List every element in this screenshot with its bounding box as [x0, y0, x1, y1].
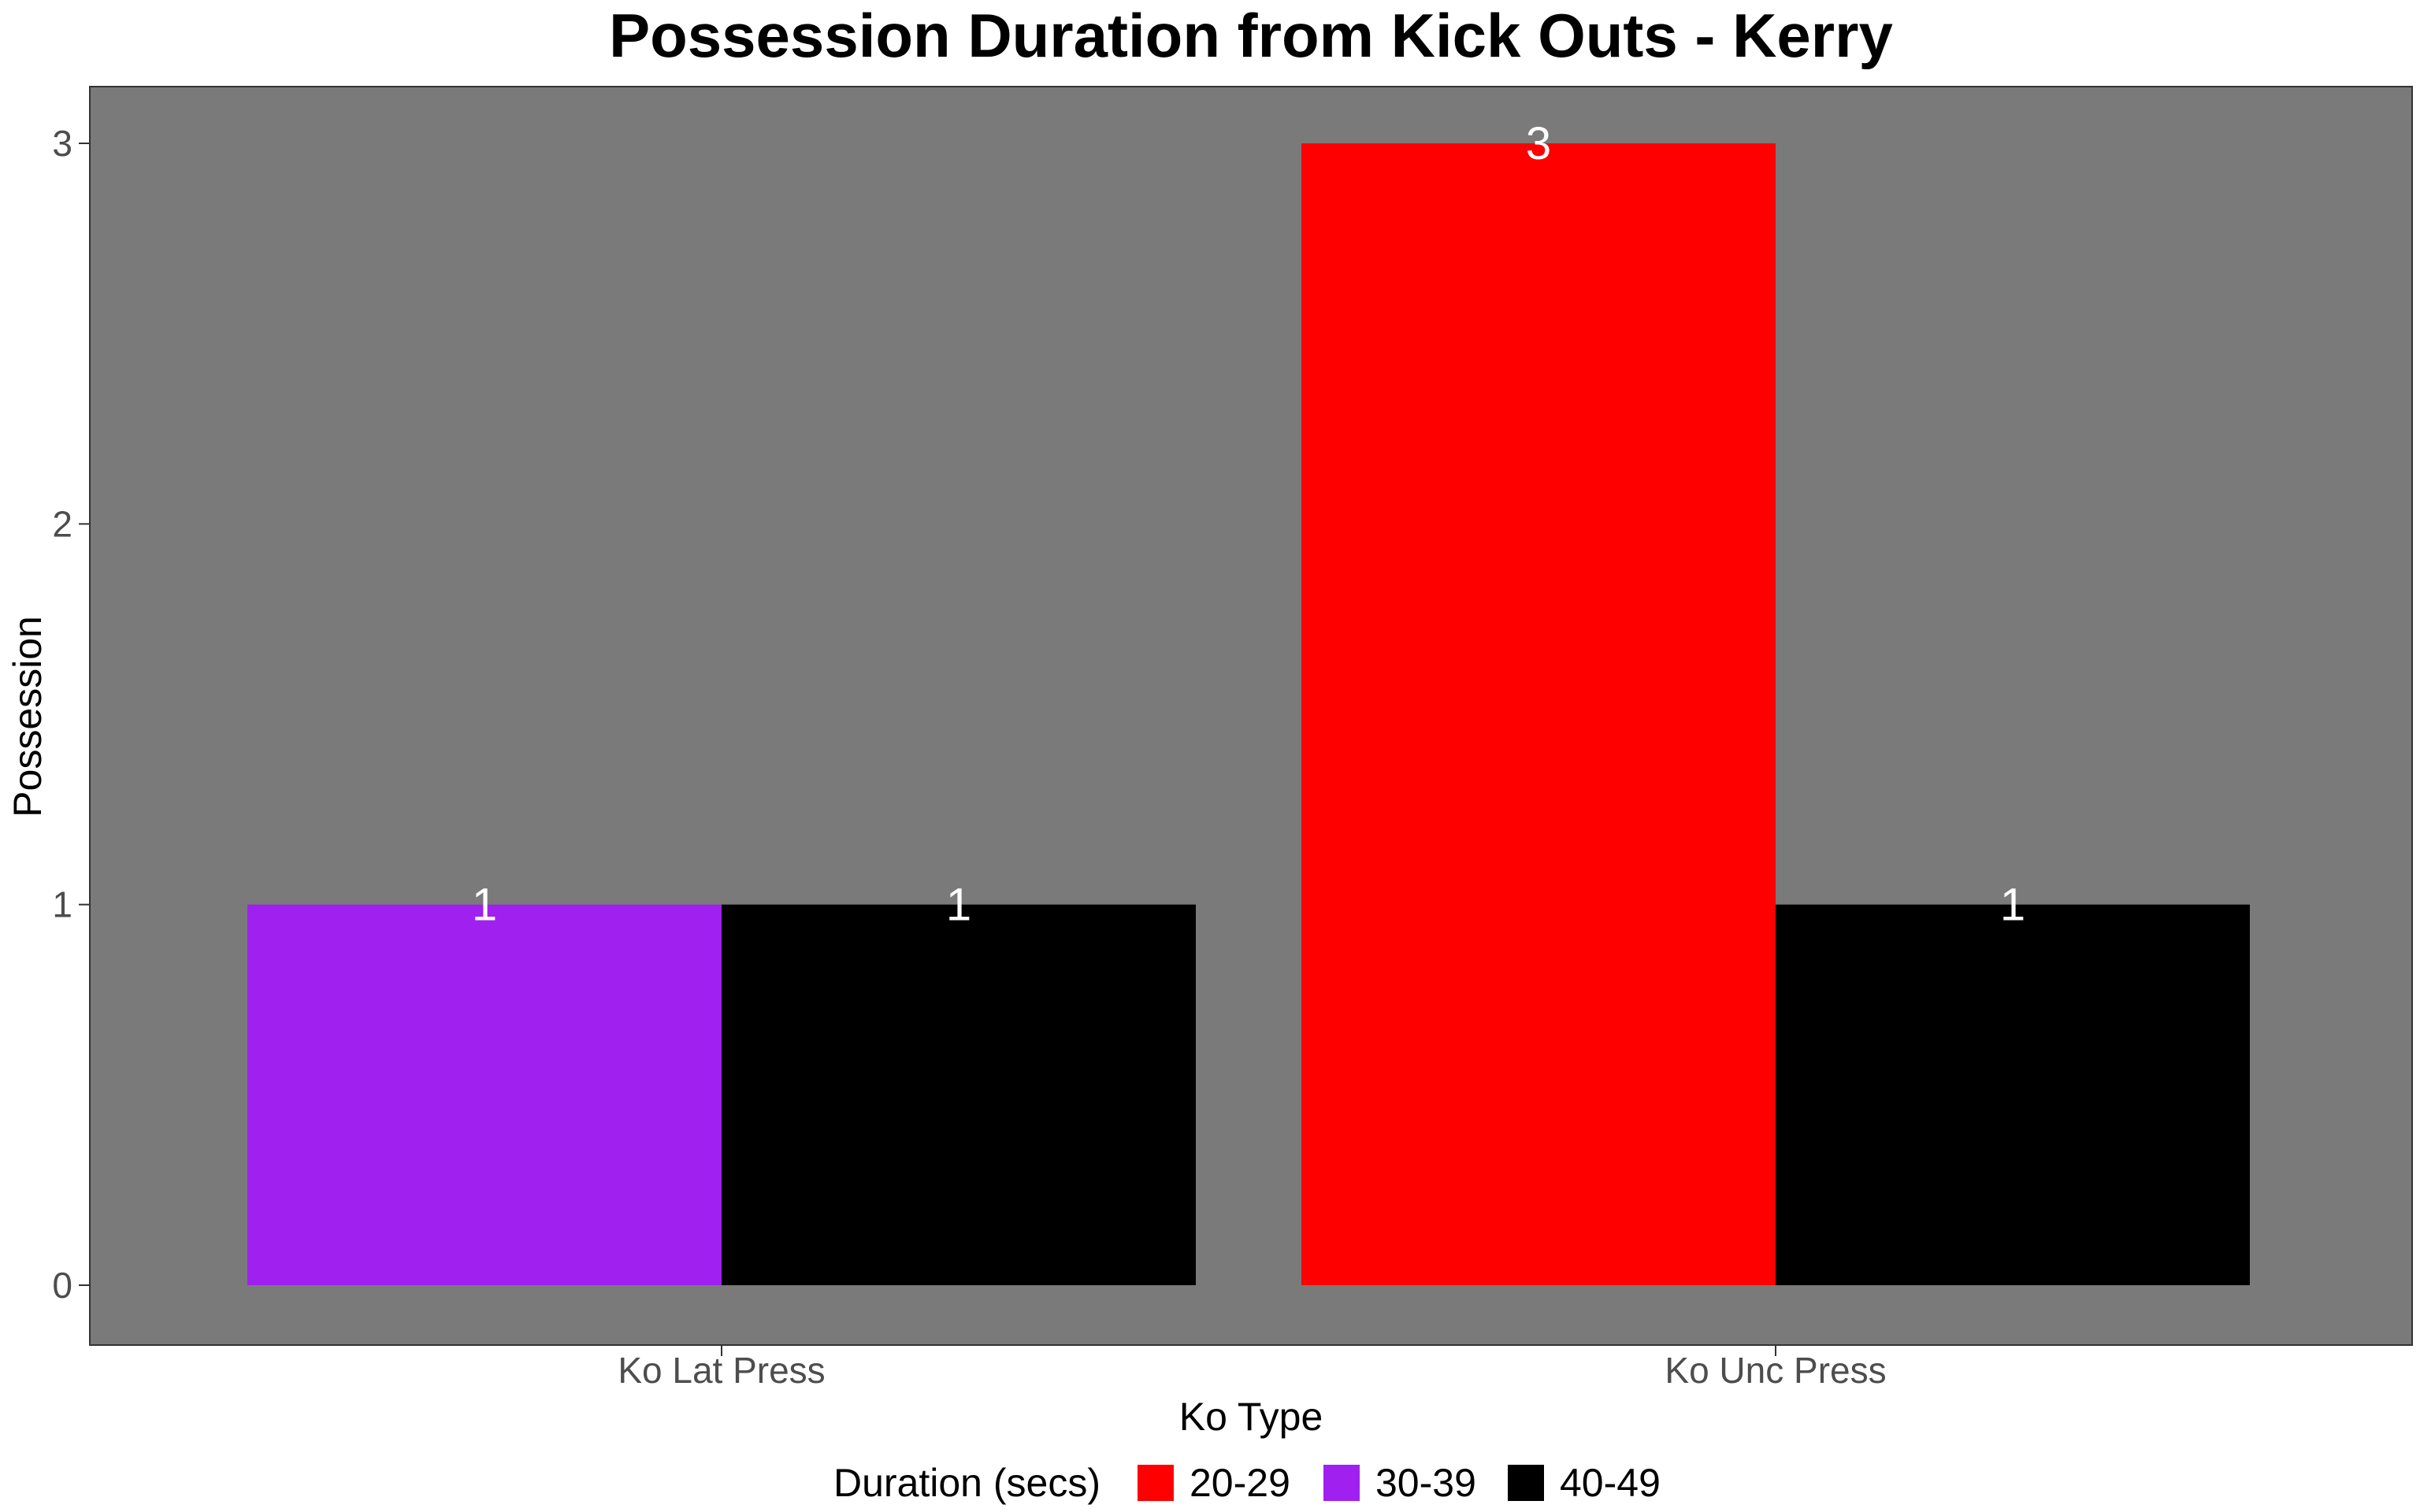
legend-label: 20-29 — [1190, 1461, 1290, 1505]
x-axis-title: Ko Type — [1179, 1395, 1323, 1439]
data-labels: 1 1 3 1 — [472, 118, 2025, 931]
bar-value-label: 1 — [2000, 880, 2025, 931]
legend-label: 30-39 — [1375, 1461, 1476, 1505]
bar-30-39 — [247, 904, 722, 1285]
legend-label: 40-49 — [1560, 1461, 1661, 1505]
bar-value-label: 3 — [1526, 118, 1551, 169]
bars — [247, 143, 2250, 1285]
bar-40-49 — [1776, 904, 2250, 1285]
y-axis-title: Possession — [6, 616, 50, 817]
x-tick-label: Ko Unc Press — [1665, 1350, 1886, 1391]
legend-key-40-49 — [1508, 1465, 1544, 1501]
legend-key-30-39 — [1323, 1465, 1360, 1501]
x-axis: Ko Lat Press Ko Unc Press — [618, 1345, 1887, 1391]
bar-value-label: 1 — [472, 880, 497, 931]
legend-title: Duration (secs) — [833, 1461, 1101, 1505]
legend-key-20-29 — [1138, 1465, 1174, 1501]
y-tick-label: 2 — [52, 503, 72, 544]
bar-20-29 — [1301, 143, 1776, 1285]
bar-value-label: 1 — [946, 880, 971, 931]
bar-40-49 — [722, 904, 1196, 1285]
y-tick-label: 1 — [52, 884, 72, 925]
y-tick-label: 0 — [52, 1265, 72, 1306]
y-axis: 0 1 2 3 — [52, 123, 90, 1306]
y-tick-label: 3 — [52, 123, 72, 164]
x-tick-label: Ko Lat Press — [618, 1350, 825, 1391]
legend: Duration (secs) 20-29 30-39 40-49 — [833, 1461, 1661, 1505]
chart-title: Possession Duration from Kick Outs - Ker… — [609, 1, 1893, 70]
